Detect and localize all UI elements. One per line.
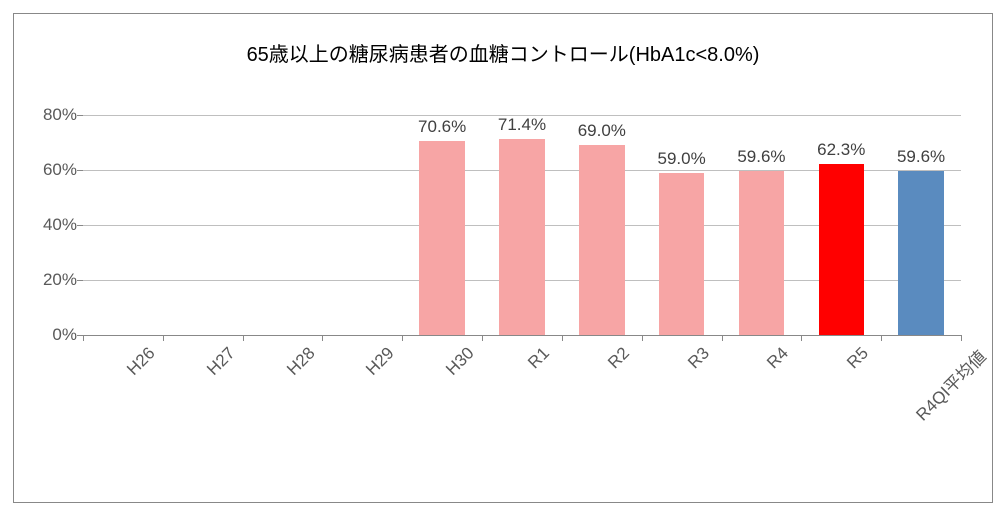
x-tick-mark xyxy=(482,335,483,341)
plot-area: 0%20%40%60%80%H26H27H28H2970.6%H3071.4%R… xyxy=(83,115,961,335)
x-tick-mark xyxy=(322,335,323,341)
y-axis-tick-label: 0% xyxy=(52,325,83,345)
bar: 59.0% xyxy=(659,173,704,335)
chart-container: 65歳以上の糖尿病患者の血糖コントロール(HbA1c<8.0%)0%20%40%… xyxy=(0,0,1006,516)
x-tick-mark xyxy=(642,335,643,341)
bar: 71.4% xyxy=(499,139,544,335)
y-axis-tick-label: 20% xyxy=(43,270,83,290)
bar: 59.6% xyxy=(739,171,784,335)
x-tick-mark xyxy=(722,335,723,341)
x-tick-mark xyxy=(163,335,164,341)
bar-value-label: 70.6% xyxy=(418,117,466,141)
y-axis-tick-label: 40% xyxy=(43,215,83,235)
y-axis-tick-label: 80% xyxy=(43,105,83,125)
x-tick-mark xyxy=(402,335,403,341)
x-tick-mark xyxy=(881,335,882,341)
x-tick-mark xyxy=(801,335,802,341)
bar-value-label: 71.4% xyxy=(498,115,546,139)
x-tick-mark xyxy=(243,335,244,341)
bar-value-label: 62.3% xyxy=(817,140,865,164)
bar-value-label: 59.6% xyxy=(737,147,785,171)
gridline xyxy=(83,335,961,336)
bar: 59.6% xyxy=(898,171,943,335)
x-tick-mark xyxy=(562,335,563,341)
bar: 62.3% xyxy=(819,164,864,335)
y-axis-tick-label: 60% xyxy=(43,160,83,180)
bar-value-label: 59.0% xyxy=(658,149,706,173)
chart-title: 65歳以上の糖尿病患者の血糖コントロール(HbA1c<8.0%) xyxy=(0,38,1006,67)
bar-value-label: 69.0% xyxy=(578,121,626,145)
x-tick-mark xyxy=(83,335,84,341)
bar: 70.6% xyxy=(419,141,464,335)
bar-value-label: 59.6% xyxy=(897,147,945,171)
bar: 69.0% xyxy=(579,145,624,335)
